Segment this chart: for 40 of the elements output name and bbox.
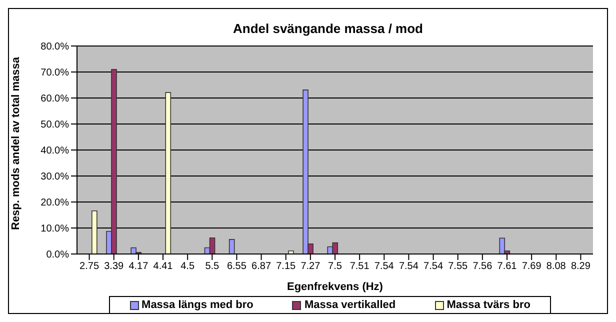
x-tick-label: 2.75 bbox=[80, 261, 100, 272]
bar bbox=[228, 239, 235, 254]
bar bbox=[92, 210, 98, 254]
x-tick-label: 7.54 bbox=[424, 261, 444, 272]
x-tick-label: 7.69 bbox=[522, 261, 542, 272]
legend-label: Massa tvärs bro bbox=[446, 299, 530, 311]
y-tick-label: 50.0% bbox=[40, 120, 70, 131]
x-tick-label: 4.17 bbox=[128, 261, 149, 272]
x-tick-label: 7.55 bbox=[448, 261, 468, 272]
x-tick-label: 7.54 bbox=[374, 261, 394, 272]
y-tick-label: 40.0% bbox=[40, 146, 70, 157]
y-tick-label: 70.0% bbox=[40, 68, 70, 79]
x-tick-label: 3.39 bbox=[104, 261, 124, 272]
x-tick-label: 4.5 bbox=[180, 261, 195, 272]
x-tick-label: 6.55 bbox=[226, 261, 247, 272]
y-axis-title: Resp. mods andel av total massa bbox=[10, 56, 22, 230]
x-tick-label: 7.27 bbox=[300, 261, 321, 272]
bar bbox=[288, 250, 294, 254]
x-tick-label: 6.87 bbox=[252, 261, 272, 272]
legend-label: Massa vertikalled bbox=[303, 299, 396, 311]
x-tick-label: 7.51 bbox=[350, 261, 370, 272]
x-tick-label: 8.29 bbox=[570, 261, 591, 272]
x-tick-label: 8.08 bbox=[546, 261, 566, 272]
x-tick-label: 7.56 bbox=[472, 261, 493, 272]
x-tick-label: 5.5 bbox=[205, 261, 220, 272]
y-tick-label: 10.0% bbox=[40, 224, 70, 235]
x-axis-title: Egenfrekvens (Hz) bbox=[287, 281, 384, 293]
legend-label: Massa längs med bro bbox=[140, 299, 254, 311]
y-tick-label: 30.0% bbox=[40, 172, 70, 183]
x-tick-label: 4.41 bbox=[153, 261, 174, 272]
y-tick-label: 60.0% bbox=[40, 94, 70, 105]
x-tick-label: 7.15 bbox=[276, 261, 296, 272]
y-tick-label: 0.0% bbox=[46, 250, 70, 261]
x-tick-label: 7.54 bbox=[398, 261, 419, 272]
y-tick-label: 80.0% bbox=[40, 42, 70, 53]
bar bbox=[165, 92, 172, 254]
x-tick-label: 7.5 bbox=[328, 261, 342, 272]
x-tick-label: 7.61 bbox=[497, 261, 518, 272]
y-tick-label: 20.0% bbox=[40, 198, 70, 209]
chart-title: Andel svängande massa / mod bbox=[232, 21, 424, 36]
